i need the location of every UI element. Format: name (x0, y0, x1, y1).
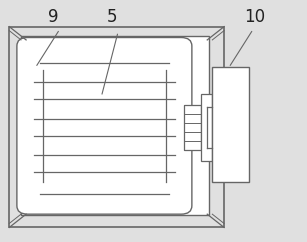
Text: 10: 10 (244, 8, 265, 26)
Bar (201, 94, 212, 161)
Bar (9, 27, 224, 227)
Bar (21, 36, 209, 215)
Text: 9: 9 (49, 8, 59, 26)
Bar (212, 67, 249, 182)
FancyBboxPatch shape (17, 38, 192, 214)
Text: 5: 5 (107, 8, 117, 26)
Bar (184, 105, 201, 150)
